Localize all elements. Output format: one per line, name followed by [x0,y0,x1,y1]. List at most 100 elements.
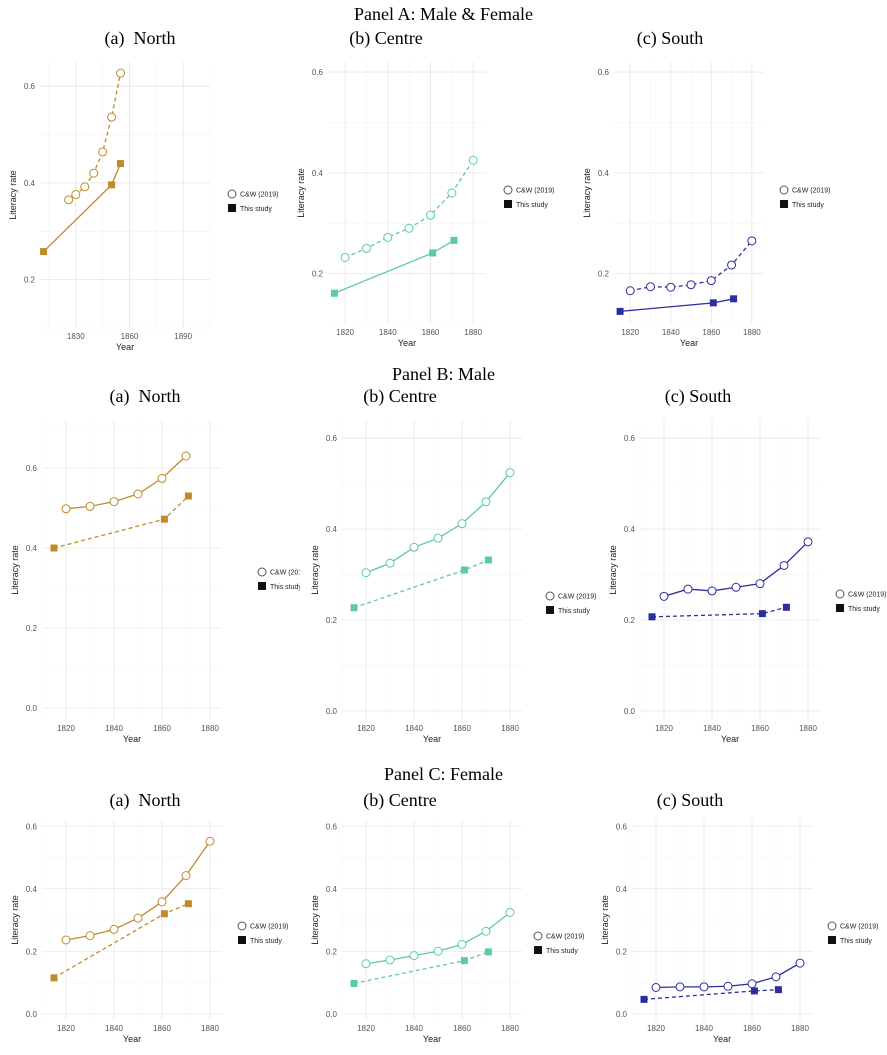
legend-label-cw: C&W (2019) [270,570,309,577]
panel-b-title: Panel B: Male [392,364,495,384]
legend-label-cw: C&W (2019) [840,924,879,931]
chart-title: (c) South [636,28,704,48]
series-line-this-study [643,989,779,1001]
data-point-this-study [484,556,492,564]
x-tick-label: 1880 [501,1024,519,1033]
x-axis-label: Year [123,1034,141,1044]
y-tick-label: 0.2 [598,270,610,279]
chart-svg: 1820 1840 1860 1880 0.2 0.4 0.6 Year Literacy ra… [296,62,555,348]
data-point-cw [133,913,143,923]
legend-label-this-study: This study [792,202,824,209]
x-tick-label: 1860 [702,328,720,337]
chart-svg: 1820 1840 1860 1880 0.0 0.2 0.4 0.6 Year Literacy… [10,420,309,744]
data-point-cw [340,252,350,262]
data-point-cw [779,560,789,570]
legend-marker-cw [835,589,845,599]
x-axis-label: Year [116,342,134,352]
y-tick-label: 0.4 [26,544,38,553]
y-tick-label: 0.0 [26,704,38,713]
y-tick-label: 0.6 [326,822,338,831]
y-tick-label: 0.0 [26,1010,38,1019]
x-tick-label: 1860 [743,1024,761,1033]
x-tick-label: 1830 [67,332,85,341]
legend-marker-cw [533,931,543,941]
y-tick-label: 0.4 [326,525,338,534]
legend-label-cw: C&W (2019) [240,192,279,199]
x-tick-label: 1860 [453,724,471,733]
data-point-this-study [350,604,358,612]
chart-svg: 1820 1840 1860 1880 0.2 0.4 0.6 Year Literacy ra… [582,62,831,348]
data-point-cw [447,188,457,198]
legend-label-cw: C&W (2019) [250,924,289,931]
data-point-cw [116,68,126,78]
chart-svg: 1820 1840 1860 1880 0.0 0.2 0.4 0.6 Year Literacy… [600,820,879,1044]
legend-marker-this-study [836,604,844,612]
chart-panel-c-centre: (b) Centre 1820 1840 1860 1880 0.0 0.2 0.4 0.6 Y… [300,790,590,1052]
x-tick-label: 1860 [751,724,769,733]
chart-svg: 1820 1840 1860 1880 0.0 0.2 0.4 0.6 Year Literacy… [608,420,887,744]
x-tick-label: 1820 [621,328,639,337]
data-point-cw [61,935,71,945]
x-tick-label: 1820 [357,724,375,733]
chart-title: (c) South [656,790,724,810]
legend-marker-this-study [546,606,554,614]
data-point-this-study [648,613,656,621]
data-point-cw [659,591,669,601]
data-point-cw [686,280,696,290]
y-tick-label: 0.2 [616,947,628,956]
y-tick-label: 0.2 [26,624,38,633]
data-point-cw [361,959,371,969]
data-point-cw [64,195,74,205]
legend-marker-this-study [780,200,788,208]
chart-title: (a) North [109,386,181,406]
data-point-this-study [750,987,758,995]
x-axis-label: Year [423,734,441,744]
legend-label-cw: C&W (2019) [792,188,831,195]
data-point-this-study [730,295,738,303]
x-tick-label: 1860 [153,724,171,733]
legend-marker-cw [237,921,247,931]
y-axis-label: Literacy rate [10,895,20,945]
legend-marker-this-study [828,936,836,944]
data-point-cw [481,926,491,936]
y-tick-label: 0.6 [24,82,36,91]
legend-marker-cw [827,921,837,931]
data-point-this-study [40,248,48,256]
legend-label-this-study: This study [270,584,302,591]
data-point-cw [666,282,676,292]
x-tick-label: 1820 [57,724,75,733]
x-tick-label: 1820 [336,328,354,337]
plot-area [328,62,486,324]
legend-label-this-study: This study [840,938,872,945]
x-tick-label: 1880 [743,328,761,337]
chart-panel-b-north: (a) North 1820 1840 1860 1880 0.0 0.2 0.4 0.6 Ye… [0,386,309,756]
data-point-this-study [160,515,168,523]
y-axis-label: Literacy rate [582,168,592,218]
legend-label-cw: C&W (2019) [558,594,597,601]
legend-marker-this-study [534,946,542,954]
data-point-cw [361,568,371,578]
data-point-cw [425,210,435,220]
y-axis-label: Literacy rate [310,895,320,945]
chart-panel-c-south: (c) South 1820 1840 1860 1880 0.0 0.2 0.4 0.6 Ye… [590,790,886,1052]
legend-marker-cw [779,185,789,195]
chart-svg: 1830 1860 1890 0.2 0.4 0.6 Year Literacy rate C&… [8,62,279,352]
plot-area [42,420,222,720]
data-point-cw [795,958,805,968]
x-tick-label: 1880 [799,724,817,733]
x-tick-label: 1860 [153,1024,171,1033]
y-axis-label: Literacy rate [310,545,320,595]
legend-marker-this-study [238,936,246,944]
y-axis-label: Literacy rate [8,170,18,220]
x-tick-label: 1880 [201,1024,219,1033]
legend-marker-this-study [228,204,236,212]
data-point-cw [699,982,709,992]
y-axis-label: Literacy rate [10,545,20,595]
data-point-cw [723,981,733,991]
x-axis-label: Year [713,1034,731,1044]
y-tick-label: 0.4 [24,179,36,188]
legend-marker-this-study [258,582,266,590]
x-tick-label: 1880 [791,1024,809,1033]
data-point-cw [98,147,108,157]
data-point-cw [383,232,393,242]
